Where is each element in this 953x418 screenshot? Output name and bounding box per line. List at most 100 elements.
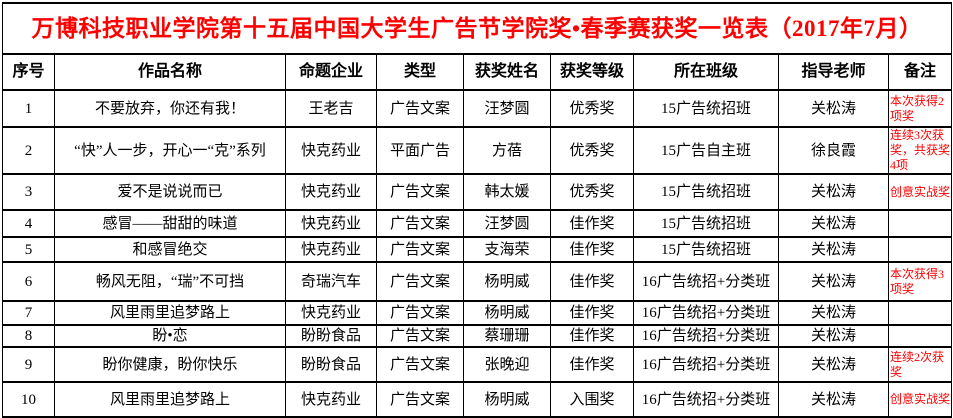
cell-class-name: 15广告统招班 <box>633 236 779 263</box>
cell-no: 6 <box>2 261 55 302</box>
cell-class-name: 15广告统招班 <box>633 209 779 238</box>
cell-name: 韩太媛 <box>463 173 551 211</box>
cell-name: 支海荣 <box>463 236 551 263</box>
column-header: 作品名称 <box>54 53 286 91</box>
cell-remark: 连续3次获奖，共获奖4项 <box>888 126 952 175</box>
cell-level: 入围奖 <box>550 381 634 418</box>
column-header: 序号 <box>2 53 55 91</box>
cell-class-name: 15广告统招班 <box>633 173 779 211</box>
cell-class-name: 15广告自主班 <box>633 126 779 175</box>
cell-name: 杨明威 <box>463 381 551 418</box>
cell-type: 广告文案 <box>376 300 464 326</box>
table-row: 7 风里雨里追梦路上 快克药业 广告文案 杨明威 佳作奖 16广告统招+分类班 关松涛 <box>2 300 952 326</box>
cell-company: 奇瑞汽车 <box>285 261 377 302</box>
table-row: 8 盼•恋 盼盼食品 广告文案 蔡珊珊 佳作奖 16广告统招+分类班 关松涛 <box>2 324 952 348</box>
cell-name: 方蓓 <box>463 126 551 175</box>
cell-remark: 创意实战奖 <box>888 381 952 418</box>
cell-level: 优秀奖 <box>550 126 634 175</box>
cell-no: 9 <box>2 346 55 383</box>
cell-teacher: 关松涛 <box>778 209 889 238</box>
cell-no: 8 <box>2 324 55 348</box>
cell-name: 汪梦圆 <box>463 89 551 128</box>
cell-level: 优秀奖 <box>550 173 634 211</box>
cell-remark: 本次获得2项奖 <box>888 89 952 128</box>
column-header: 所在班级 <box>633 53 779 91</box>
column-header: 指导老师 <box>778 53 889 91</box>
cell-company: 快克药业 <box>285 236 377 263</box>
cell-company: 快克药业 <box>285 209 377 238</box>
cell-type: 广告文案 <box>376 346 464 383</box>
cell-teacher: 关松涛 <box>778 324 889 348</box>
cell-no: 7 <box>2 300 55 326</box>
column-header: 类型 <box>376 53 464 91</box>
cell-teacher: 徐良霞 <box>778 126 889 175</box>
cell-work: 盼你健康，盼你快乐 <box>54 346 286 383</box>
cell-class-name: 16广告统招+分类班 <box>633 261 779 302</box>
cell-work: 和感冒绝交 <box>54 236 286 263</box>
cell-company: 快克药业 <box>285 173 377 211</box>
column-header: 获奖等级 <box>550 53 634 91</box>
cell-company: 王老吉 <box>285 89 377 128</box>
page-title: 万博科技职业学院第十五届中国大学生广告节学院奖•春季赛获奖一览表（2017年7月… <box>2 2 952 55</box>
cell-teacher: 关松涛 <box>778 381 889 418</box>
table-row: 6 畅风无阻，“瑞”不可挡 奇瑞汽车 广告文案 杨明威 佳作奖 16广告统招+分类班 关松涛本… <box>2 261 952 302</box>
table-row: 5 和感冒绝交 快克药业 广告文案 支海荣 佳作奖 15广告统招班 关松涛 <box>2 236 952 263</box>
cell-type: 广告文案 <box>376 209 464 238</box>
cell-remark <box>888 209 952 238</box>
cell-type: 广告文案 <box>376 236 464 263</box>
cell-type: 广告文案 <box>376 89 464 128</box>
cell-type: 广告文案 <box>376 261 464 302</box>
cell-type: 广告文案 <box>376 173 464 211</box>
cell-remark: 连续2次获奖 <box>888 346 952 383</box>
header-row: 序号 作品名称 命题企业 类型 获奖姓名 获奖等级 所在班级 指导老师 备注 <box>2 53 952 91</box>
cell-class-name: 16广告统招+分类班 <box>633 300 779 326</box>
cell-work: 风里雨里追梦路上 <box>54 300 286 326</box>
cell-level: 佳作奖 <box>550 236 634 263</box>
cell-remark: 本次获得3项奖 <box>888 261 952 302</box>
column-header: 命题企业 <box>285 53 377 91</box>
cell-class-name: 16广告统招+分类班 <box>633 346 779 383</box>
cell-work: “快”人一步，开心一“克”系列 <box>54 126 286 175</box>
cell-work: 盼•恋 <box>54 324 286 348</box>
table-row: 2 “快”人一步，开心一“克”系列 快克药业 平面广告 方蓓 优秀奖 15广告自主班 徐良霞连… <box>2 126 952 175</box>
cell-no: 10 <box>2 381 55 418</box>
column-header: 获奖姓名 <box>463 53 551 91</box>
title-row: 万博科技职业学院第十五届中国大学生广告节学院奖•春季赛获奖一览表（2017年7月… <box>2 2 952 55</box>
cell-remark <box>888 300 952 326</box>
cell-work: 爱不是说说而已 <box>54 173 286 211</box>
cell-work: 风里雨里追梦路上 <box>54 381 286 418</box>
column-header: 备注 <box>888 53 952 91</box>
cell-level: 佳作奖 <box>550 300 634 326</box>
cell-company: 盼盼食品 <box>285 346 377 383</box>
cell-name: 杨明威 <box>463 300 551 326</box>
cell-name: 张晚迎 <box>463 346 551 383</box>
cell-remark: 创意实战奖 <box>888 173 952 211</box>
table-row: 9 盼你健康，盼你快乐 盼盼食品 广告文案 张晚迎 佳作奖 16广告统招+分类班 关松涛 连续2… <box>2 346 952 383</box>
cell-teacher: 关松涛 <box>778 300 889 326</box>
cell-level: 佳作奖 <box>550 346 634 383</box>
table-row: 10 风里雨里追梦路上 快克药业 广告文案 杨明威 入围奖 16广告统招+分类班 关松涛 创意实… <box>2 381 952 418</box>
cell-work: 畅风无阻，“瑞”不可挡 <box>54 261 286 302</box>
cell-level: 佳作奖 <box>550 324 634 348</box>
table-row: 1 不要放弃，你还有我！ 王老吉 广告文案 汪梦圆 优秀奖 15广告统招班 关松涛 本次获得2项… <box>2 89 952 128</box>
cell-company: 盼盼食品 <box>285 324 377 348</box>
cell-level: 优秀奖 <box>550 89 634 128</box>
cell-no: 1 <box>2 89 55 128</box>
cell-name: 杨明威 <box>463 261 551 302</box>
cell-name: 蔡珊珊 <box>463 324 551 348</box>
cell-type: 广告文案 <box>376 381 464 418</box>
cell-company: 快克药业 <box>285 300 377 326</box>
cell-name: 汪梦圆 <box>463 209 551 238</box>
cell-type: 广告文案 <box>376 324 464 348</box>
cell-class-name: 15广告统招班 <box>633 89 779 128</box>
table-row: 4 感冒——甜甜的味道 快克药业 广告文案 汪梦圆 佳作奖 15广告统招班 关松涛 <box>2 209 952 238</box>
cell-no: 5 <box>2 236 55 263</box>
cell-company: 快克药业 <box>285 381 377 418</box>
cell-type: 平面广告 <box>376 126 464 175</box>
cell-teacher: 关松涛 <box>778 89 889 128</box>
cell-level: 佳作奖 <box>550 209 634 238</box>
cell-level: 佳作奖 <box>550 261 634 302</box>
cell-work: 不要放弃，你还有我！ <box>54 89 286 128</box>
